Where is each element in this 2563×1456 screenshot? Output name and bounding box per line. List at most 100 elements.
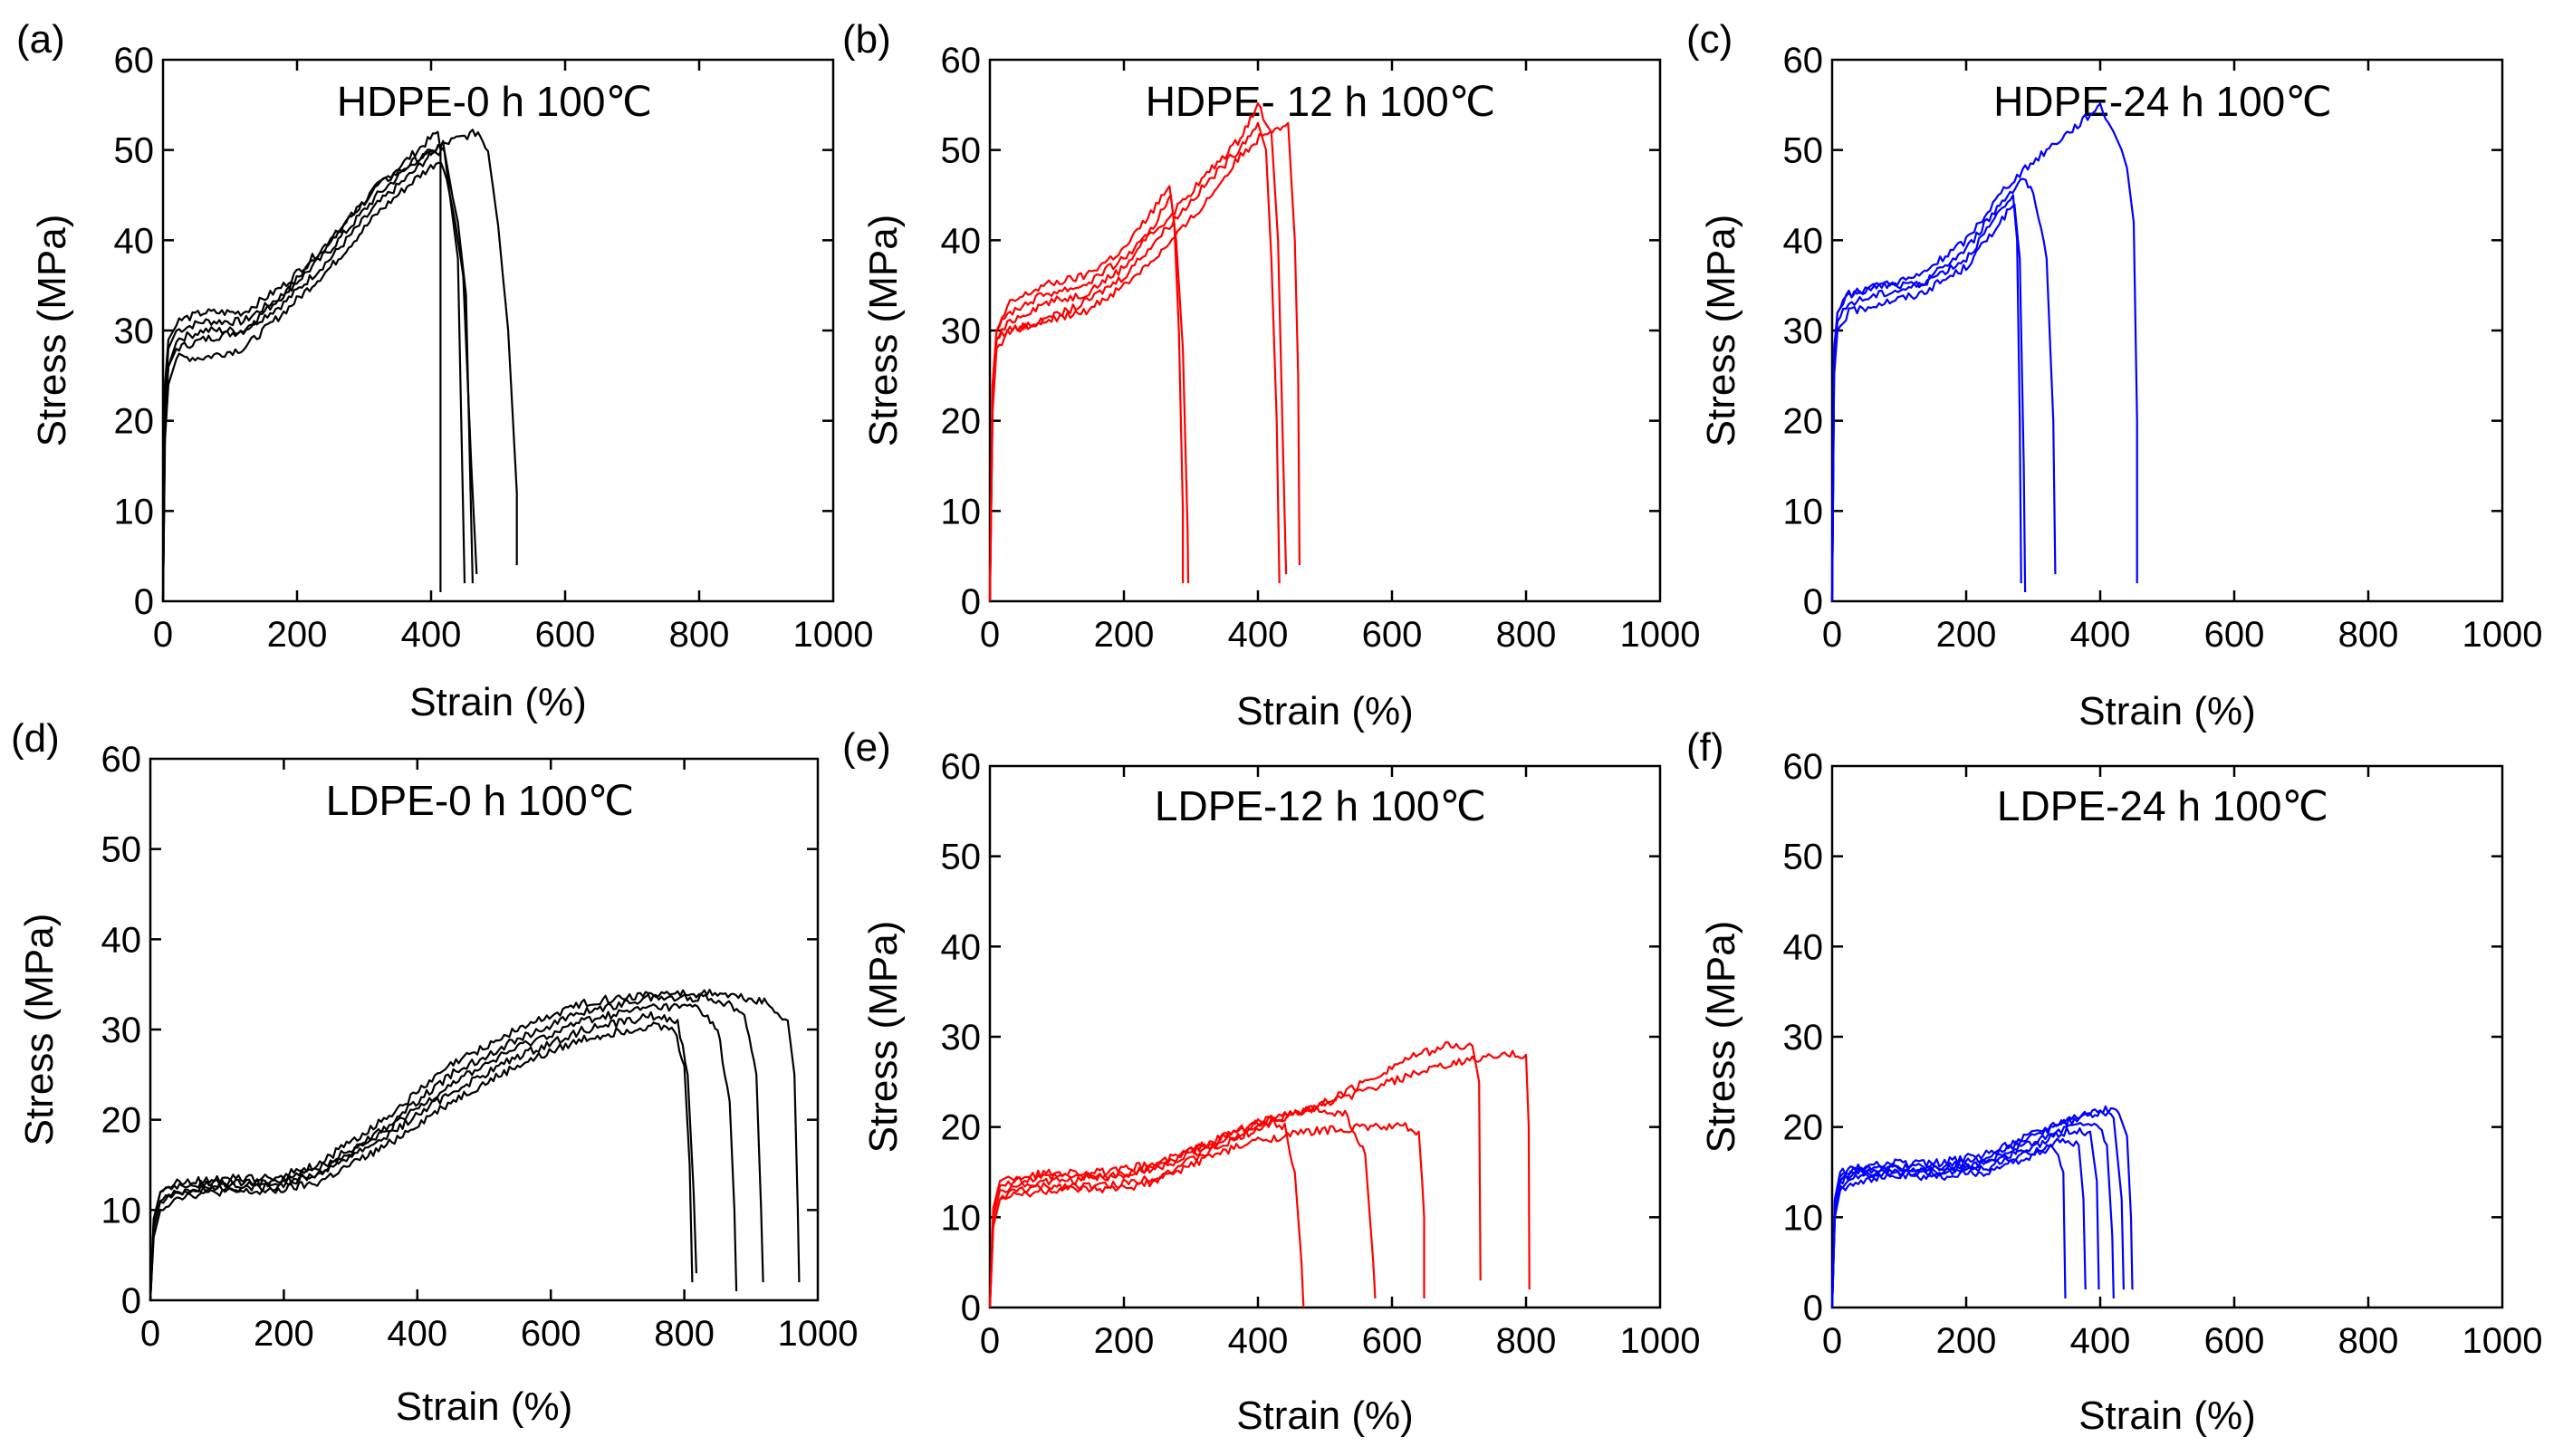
chart-f-xtick-label: 200 [1936, 1321, 1997, 1361]
chart-d-xtick-label: 0 [140, 1314, 160, 1354]
chart-b-xtick-label: 0 [980, 615, 1000, 655]
chart-e-xtick-label: 1000 [1620, 1321, 1701, 1361]
chart-a-ytick-label: 60 [114, 41, 155, 81]
chart-b-title: HDPE- 12 h 100℃ [1146, 78, 1496, 125]
chart-f-xtick-label: 0 [1822, 1321, 1842, 1361]
chart-c-series-2 [1830, 203, 2027, 602]
chart-d-x-axis-label: Strain (%) [396, 1384, 573, 1429]
chart-b-xtick-label: 200 [1094, 615, 1155, 655]
chart-c-xtick-label: 600 [2204, 615, 2265, 655]
chart-b-ytick-label: 0 [961, 582, 981, 622]
chart-c-series-4 [1830, 102, 2138, 602]
chart-e-xtick-label: 200 [1094, 1321, 1155, 1361]
chart-b-xtick-label: 400 [1228, 615, 1289, 655]
chart-a-ytick-label: 10 [114, 492, 155, 532]
chart-a-xtick-label: 1000 [793, 615, 874, 655]
chart-a-xtick-label: 0 [153, 615, 173, 655]
chart-d-title: LDPE-0 h 100℃ [326, 777, 635, 824]
chart-d-ytick-label: 60 [101, 740, 142, 780]
chart-b: 0 200 400 600 800 1000 0 10 20 30 40 50 60 (b) HDPE- 1… [842, 17, 1700, 733]
chart-a-ytick-label: 50 [114, 131, 155, 171]
chart-e-xtick-label: 600 [1362, 1321, 1423, 1361]
chart-d-ytick-label: 0 [121, 1281, 141, 1321]
chart-a-xtick-label: 800 [669, 615, 730, 655]
chart-a-xtick-label: 200 [267, 615, 328, 655]
chart-f-axes-frame [1830, 764, 2504, 1309]
chart-b-series-2 [988, 194, 1190, 602]
chart-d-xtick-label: 400 [387, 1314, 447, 1354]
chart-a-series-2 [161, 139, 466, 602]
chart-c-xtick-label: 1000 [2462, 615, 2543, 655]
chart-a-axes-frame [161, 58, 835, 603]
chart-f-xtick-label: 1000 [2462, 1321, 2543, 1361]
chart-f-ytick-label: 50 [1783, 838, 1824, 877]
chart-e-series-1 [988, 1117, 1305, 1308]
chart-f-series-6 [1830, 1105, 2134, 1308]
chart-c: 0 200 400 600 800 1000 0 10 20 30 40 50 60 (c) HDPE-24… [1686, 17, 2542, 733]
chart-a-ytick-label: 20 [114, 402, 155, 442]
chart-b-axes-frame [988, 58, 1662, 603]
chart-e-xtick-label: 400 [1228, 1321, 1289, 1361]
chart-c-ytick-label: 10 [1783, 492, 1824, 532]
chart-e-series-4 [988, 1040, 1482, 1308]
chart-b-ytick-label: 20 [941, 402, 982, 442]
chart-c-xtick-label: 400 [2070, 615, 2131, 655]
chart-c-x-axis-label: Strain (%) [2078, 689, 2256, 733]
chart-e-ytick-label: 50 [941, 838, 982, 877]
chart-d-series-1 [149, 1021, 694, 1301]
chart-d-ytick-label: 30 [101, 1011, 142, 1050]
chart-b-ytick-label: 60 [941, 41, 982, 81]
chart-d-xtick-label: 1000 [778, 1314, 859, 1354]
chart-d-xtick-label: 200 [254, 1314, 314, 1354]
chart-e-xtick-label: 800 [1496, 1321, 1557, 1361]
chart-c-ytick-label: 0 [1803, 582, 1823, 622]
chart-a-title: HDPE-0 h 100℃ [337, 78, 652, 125]
chart-b-ytick-label: 30 [941, 311, 982, 351]
chart-e-x-axis-label: Strain (%) [1236, 1394, 1414, 1438]
chart-b-xtick-label: 600 [1362, 615, 1423, 655]
chart-d-ytick-label: 20 [101, 1101, 142, 1141]
chart-a-xtick-label: 600 [535, 615, 596, 655]
chart-c-ytick-label: 60 [1783, 41, 1824, 81]
chart-c-ytick-label: 30 [1783, 311, 1824, 351]
chart-f-xtick-label: 600 [2204, 1321, 2265, 1361]
chart-f-ytick-label: 60 [1783, 747, 1824, 787]
chart-f-series-2 [1830, 1137, 2087, 1308]
chart-c-xtick-label: 800 [2338, 615, 2399, 655]
chart-f-y-axis-label: Stress (MPa) [1699, 921, 1743, 1154]
chart-f-ytick-label: 30 [1783, 1018, 1824, 1058]
chart-f-ytick-label: 10 [1783, 1198, 1824, 1238]
chart-d-ytick-label: 10 [101, 1191, 142, 1231]
chart-b-series-5 [988, 121, 1301, 602]
chart-e: 0 200 400 600 800 1000 0 10 20 30 40 50 60 (e) LDPE-12… [842, 725, 1700, 1438]
chart-e-title: LDPE-12 h 100℃ [1155, 782, 1486, 829]
chart-c-panel-label: (c) [1686, 17, 1733, 62]
chart-c-xtick-label: 200 [1936, 615, 1997, 655]
chart-a-ytick-label: 40 [114, 221, 155, 261]
chart-e-ytick-label: 60 [941, 747, 982, 787]
chart-e-ytick-label: 40 [941, 927, 982, 967]
chart-d-panel-label: (d) [11, 716, 60, 761]
chart-b-series-3 [988, 121, 1281, 602]
chart-e-series-2 [988, 1105, 1377, 1308]
chart-d-series-2 [149, 1011, 697, 1301]
chart-a-x-axis-label: Strain (%) [409, 680, 587, 724]
chart-f: 0 200 400 600 800 1000 0 10 20 30 40 50 60 (f) LDPE-24… [1686, 725, 2542, 1438]
chart-c-title: HDPE-24 h 100℃ [1993, 78, 2332, 125]
chart-f-series-5 [1830, 1109, 2125, 1308]
chart-b-series-4 [988, 101, 1288, 602]
chart-f-ytick-label: 40 [1783, 927, 1824, 967]
chart-d-ytick-label: 40 [101, 920, 142, 960]
chart-a-ytick-label: 0 [134, 582, 154, 622]
chart-d-y-axis-label: Stress (MPa) [17, 914, 62, 1146]
chart-a-series-1 [161, 130, 442, 602]
chart-d-ytick-label: 50 [101, 830, 142, 870]
chart-f-xtick-label: 400 [2070, 1321, 2131, 1361]
chart-f-title: LDPE-24 h 100℃ [1997, 782, 2328, 829]
chart-c-xtick-label: 0 [1822, 615, 1842, 655]
chart-a-series-5 [161, 129, 518, 602]
chart-a-xtick-label: 400 [401, 615, 462, 655]
chart-d-series-4 [149, 992, 764, 1301]
chart-f-series-4 [1830, 1121, 2115, 1308]
